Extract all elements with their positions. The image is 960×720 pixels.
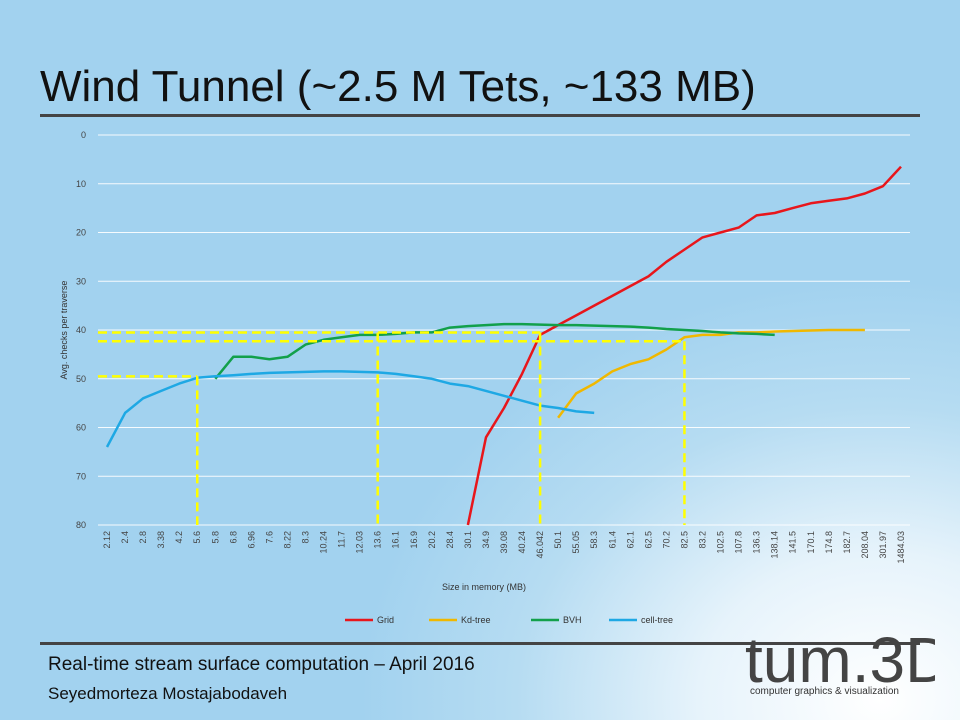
x-tick-label: 39.08 [499,531,509,554]
y-tick-label: 20 [76,228,86,238]
y-tick-label: 30 [76,276,86,286]
x-tick-label: 83.2 [697,531,707,549]
y-tick-label: 60 [76,423,86,433]
x-tick-label: 141.5 [788,531,798,554]
footer-divider [40,642,920,645]
x-tick-label: 12.03 [355,531,365,554]
x-tick-label: 30.1 [463,531,473,549]
x-tick-label: 62.5 [643,531,653,549]
x-tick-label: 8.3 [301,531,311,544]
x-tick-label: 46.042 [535,531,545,559]
x-tick-label: 11.7 [337,531,347,548]
y-tick-label: 0 [81,130,86,140]
x-tick-label: 34.9 [481,531,491,549]
legend-label: cell-tree [641,615,673,625]
x-tick-label: 50.1 [553,531,563,549]
x-tick-label: 6.96 [246,531,256,549]
slide-title: Wind Tunnel (~2.5 M Tets, ~133 MB) [40,62,756,111]
logo-wordmark: tum.3D [745,624,935,696]
x-tick-label: 61.4 [607,531,617,549]
x-tick-label: 5.6 [192,531,202,544]
logo-tagline: computer graphics & visualization [750,686,899,697]
x-tick-label: 3.38 [156,531,166,549]
x-tick-label: 208.04 [860,531,870,559]
x-tick-label: 40.24 [517,531,527,554]
x-tick-label: 82.5 [679,531,689,549]
x-tick-label: 13.6 [373,531,383,549]
x-tick-label: 138.14 [770,531,780,559]
x-tick-label: 16.1 [391,531,401,549]
y-tick-label: 70 [76,471,86,481]
x-tick-label: 107.8 [734,531,744,554]
x-tick-label: 301.97 [878,531,888,559]
x-tick-label: 136.3 [752,531,762,554]
y-tick-label: 40 [76,325,86,335]
y-tick-label: 50 [76,374,86,384]
x-tick-label: 55.05 [571,531,581,554]
x-tick-label: 174.8 [824,531,834,554]
x-tick-label: 7.6 [264,531,274,544]
x-tick-label: 2.8 [138,531,148,544]
series-line-kd-tree [557,328,865,419]
x-tick-label: 170.1 [806,531,816,554]
series-line-cell-tree [105,370,595,448]
x-tick-label: 1484.03 [896,531,906,564]
x-tick-label: 28.4 [445,531,455,549]
x-tick-label: 102.5 [716,531,726,554]
line-chart: 0 10 20 30 40 50 60 70 80 2.12 2.4 2.8 3.38 4.2 5.6 5.8… [59,130,910,625]
x-tick-label: 2.12 [102,531,112,549]
footer-talk-title: Real-time stream surface computation – A… [48,654,475,675]
title-divider [40,114,920,117]
y-tick-label: 80 [76,520,86,530]
x-tick-label: 8.22 [282,531,292,549]
x-tick-label: 16.9 [409,531,419,549]
legend-label: Kd-tree [461,615,491,625]
x-tick-label: 58.3 [589,531,599,549]
x-tick-label: 6.8 [228,531,238,544]
legend-label: BVH [563,615,582,625]
legend-label: Grid [377,615,394,625]
x-tick-label: 20.2 [427,531,437,549]
x-tick-label: 2.4 [120,531,130,544]
footer-author: Seyedmorteza Mostajabodaveh [48,684,288,703]
x-tick-label: 5.8 [210,531,220,544]
x-tick-label: 10.24 [319,531,329,554]
tum3d-logo: tum.3D [745,624,935,696]
series-line-bvh [214,322,775,380]
x-tick-label: 182.7 [842,531,852,554]
x-axis-label: Size in memory (MB) [442,582,526,592]
x-tick-label: 62.1 [625,531,635,549]
x-tick-label: 70.2 [661,531,671,549]
y-axis-label: Avg. checks per traverse [59,281,69,380]
y-tick-label: 10 [76,179,86,189]
x-tick-label: 4.2 [174,531,184,544]
